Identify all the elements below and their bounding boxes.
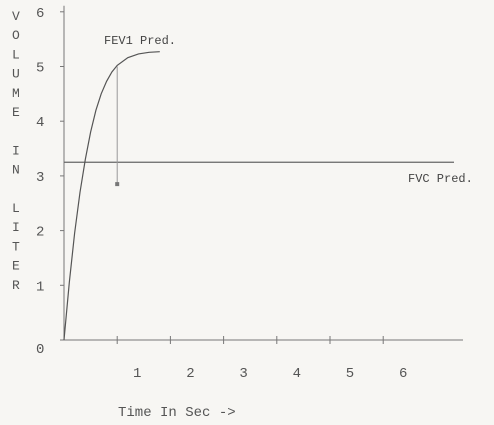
- y-axis-label-letter: M: [12, 86, 20, 101]
- fev1-predicted-label: FEV1 Pred.: [104, 34, 176, 48]
- y-tick-label: 0: [36, 342, 44, 358]
- y-axis-label-letter: I: [12, 220, 20, 235]
- y-tick-label: 6: [36, 6, 44, 22]
- y-tick-label: 5: [36, 61, 44, 77]
- y-axis-label-letter: I: [12, 143, 20, 158]
- y-axis-label-letter: U: [12, 67, 20, 82]
- y-tick-label: 1: [36, 279, 44, 295]
- y-axis-label-letter: L: [12, 47, 20, 62]
- y-tick-label: 4: [36, 115, 44, 131]
- y-axis-label-letter: E: [12, 105, 20, 120]
- y-tick-label: 2: [36, 225, 44, 241]
- y-axis-label-letter: T: [12, 239, 20, 254]
- y-axis-ticks: 0 1 2 3 4 5 6: [36, 6, 64, 358]
- y-axis-label-letter: N: [12, 163, 20, 178]
- x-tick-label: 5: [346, 366, 354, 382]
- x-axis-ticks: 1 2 3 4 5 6: [116, 336, 407, 382]
- x-tick-label: 3: [239, 366, 247, 382]
- y-axis-label-letter: R: [12, 278, 20, 293]
- x-axis-label: Time In Sec ->: [118, 405, 236, 421]
- y-axis-label-letter: V: [12, 9, 20, 24]
- x-tick-label: 2: [186, 366, 194, 382]
- y-axis-label-letter: O: [12, 28, 20, 43]
- x-tick-label: 4: [293, 366, 301, 382]
- fev1-predicted-marker: [115, 182, 120, 187]
- x-tick-label: 1: [133, 366, 141, 382]
- y-tick-label: 3: [36, 170, 44, 186]
- y-axis-label-letter: L: [12, 201, 20, 216]
- y-axis-label-letter: E: [12, 259, 20, 274]
- volume-time-curve: [63, 51, 160, 341]
- fvc-predicted-label: FVC Pred.: [408, 172, 473, 186]
- x-tick-label: 6: [399, 366, 407, 382]
